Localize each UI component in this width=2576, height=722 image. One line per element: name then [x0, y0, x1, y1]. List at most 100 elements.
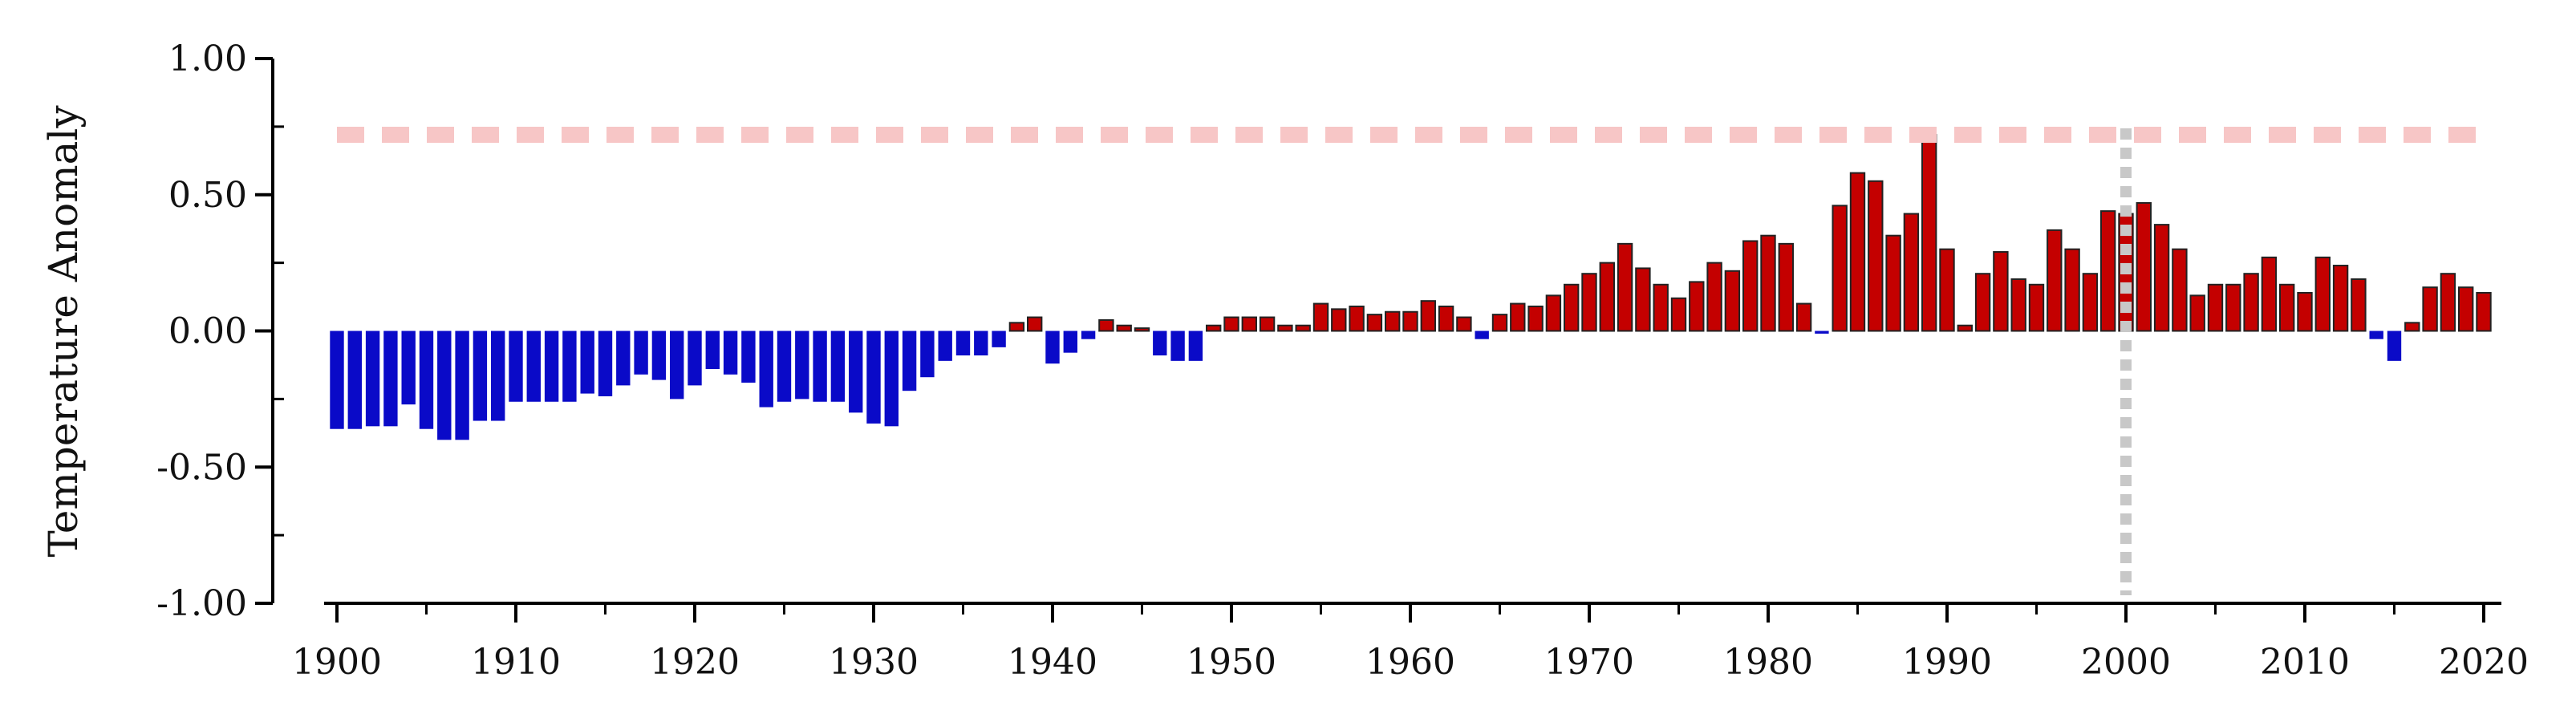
bar-1918 [651, 331, 667, 380]
y-tick-label: 1.00 [168, 39, 247, 79]
bar-2001 [2136, 201, 2152, 332]
x-tick-label: 2020 [2439, 642, 2529, 683]
bar-1921 [705, 331, 720, 370]
bar-1931 [884, 331, 899, 427]
bar-1943 [1098, 318, 1114, 332]
bar-1967 [1527, 305, 1544, 332]
bar-1927 [813, 331, 827, 402]
bar-1966 [1510, 302, 1526, 332]
x-tick-label: 1930 [829, 642, 919, 683]
x-tick-label: 2010 [2260, 642, 2350, 683]
bars-group [330, 134, 2492, 440]
axes-group: 1.00 0.50 0.00 -0.50 -1.00 1900 1910 1920 1930 19… [156, 39, 2529, 683]
bar-1988 [1903, 213, 1920, 332]
bar-1906 [437, 331, 452, 440]
bar-1951 [1241, 316, 1257, 332]
bar-1980 [1760, 234, 1776, 332]
bar-1963 [1456, 316, 1472, 332]
bar-1961 [1420, 300, 1436, 332]
bar-1939 [1027, 316, 1043, 332]
x-tick-label: 1960 [1365, 642, 1455, 683]
bar-1997 [2064, 248, 2080, 332]
bar-1985 [1849, 172, 1866, 332]
bar-1920 [688, 331, 702, 386]
bar-1919 [670, 331, 684, 400]
bar-1956 [1331, 308, 1347, 332]
bar-1995 [2028, 283, 2045, 332]
bar-2013 [2351, 278, 2367, 332]
bar-1907 [455, 331, 469, 440]
bar-1993 [1993, 251, 2009, 332]
bar-1959 [1385, 310, 1401, 332]
x-tick-label: 2000 [2081, 642, 2171, 683]
bar-1912 [544, 331, 559, 402]
bar-1994 [2010, 278, 2026, 332]
bar-1948 [1188, 331, 1203, 361]
bar-2004 [2189, 294, 2205, 332]
bar-2018 [2440, 273, 2456, 332]
bar-1905 [419, 331, 434, 429]
bar-1944 [1116, 324, 1132, 332]
bar-2008 [2261, 256, 2278, 332]
bar-1986 [1868, 180, 1884, 332]
x-tick-label: 1900 [292, 642, 382, 683]
bar-1982 [1795, 302, 1812, 332]
bar-1930 [866, 331, 881, 424]
bar-1910 [509, 331, 523, 402]
bar-1958 [1366, 314, 1383, 332]
bar-1922 [723, 331, 738, 375]
bar-2012 [2332, 265, 2349, 332]
bar-1977 [1706, 262, 1722, 332]
bar-1990 [1939, 248, 1955, 332]
bar-1970 [1581, 273, 1597, 332]
bar-1984 [1832, 205, 1848, 332]
bar-1901 [347, 331, 362, 429]
bar-1952 [1259, 316, 1276, 332]
bar-1940 [1045, 331, 1060, 364]
bar-1976 [1689, 281, 1705, 332]
bar-1917 [634, 331, 648, 375]
y-tick-label: -0.50 [156, 447, 247, 488]
bar-1983 [1815, 331, 1829, 334]
bar-1908 [473, 331, 488, 421]
bar-1924 [759, 331, 773, 408]
bar-1938 [1008, 322, 1025, 332]
bar-1929 [849, 331, 863, 413]
bar-1902 [365, 331, 380, 427]
bar-1904 [401, 331, 416, 405]
bar-1950 [1223, 316, 1239, 332]
bar-2010 [2297, 291, 2313, 332]
y-tick-label: -1.00 [156, 583, 247, 624]
y-tick-label: 0.00 [168, 311, 247, 352]
bar-1996 [2047, 229, 2063, 332]
reference-lines-group [337, 127, 2484, 595]
bar-1954 [1295, 324, 1311, 332]
bar-1933 [920, 331, 935, 378]
bar-2011 [2314, 256, 2331, 332]
bar-2014 [2369, 331, 2383, 339]
x-tick-label: 1940 [1008, 642, 1097, 683]
bar-1953 [1277, 324, 1293, 332]
bar-1998 [2082, 273, 2099, 332]
bar-1946 [1153, 331, 1167, 356]
bar-1962 [1438, 305, 1454, 332]
bar-1903 [383, 331, 398, 427]
x-tick-label: 1970 [1544, 642, 1634, 683]
bar-2009 [2279, 283, 2295, 332]
bar-1900 [330, 331, 344, 429]
bar-1978 [1724, 270, 1741, 332]
bar-1957 [1349, 305, 1365, 332]
bar-1941 [1063, 331, 1077, 353]
bar-1911 [526, 331, 541, 402]
bar-1925 [777, 331, 792, 402]
bar-1928 [830, 331, 846, 402]
bar-1942 [1081, 331, 1096, 339]
bar-1973 [1635, 267, 1651, 332]
bar-1914 [580, 331, 594, 394]
bar-1974 [1653, 283, 1669, 332]
y-tick-label: 0.50 [168, 175, 247, 216]
bar-1987 [1885, 234, 1901, 332]
bar-1923 [741, 331, 756, 383]
bar-1975 [1670, 297, 1687, 332]
